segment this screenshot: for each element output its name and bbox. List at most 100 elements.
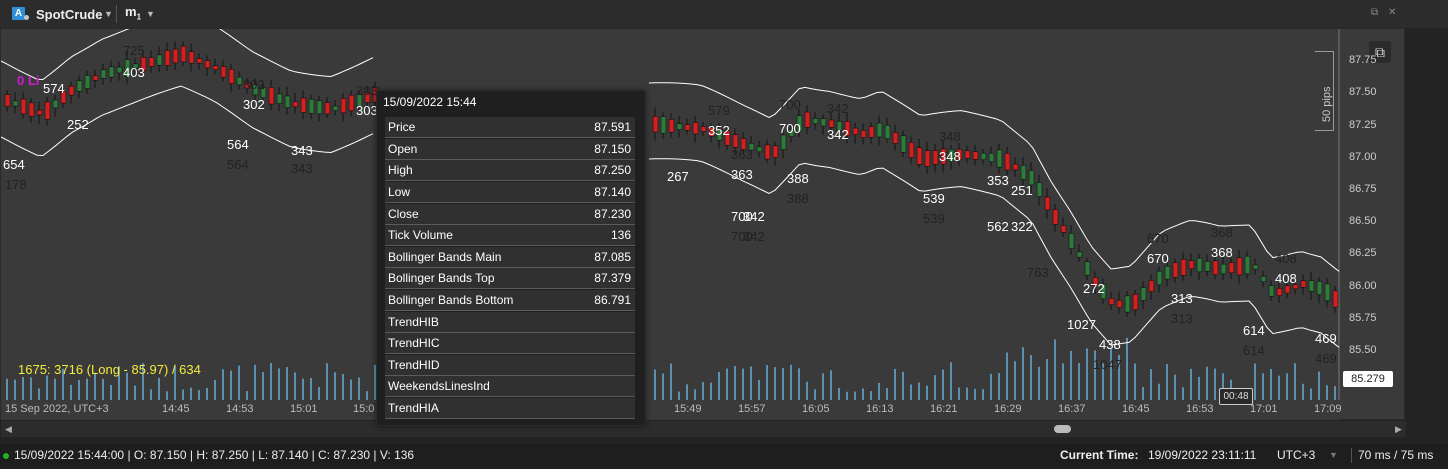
chart-area[interactable]: 725 403 574 252 654 178 302 302 564 564 343 343 303 3… <box>0 28 1406 437</box>
candle-body <box>276 93 283 104</box>
candle-body <box>108 66 115 78</box>
ohlc-readout: 15/09/2022 15:44:00 | O: 87.150 | H: 87.… <box>14 448 415 462</box>
tooltip-row: TrendHIA <box>385 398 635 419</box>
volume-label: 343 <box>291 143 313 158</box>
pips-label: 50 pips <box>1321 86 1333 122</box>
candle-body <box>340 98 347 114</box>
candle-body <box>1028 170 1035 186</box>
candle-body <box>228 68 235 84</box>
scroll-thumb[interactable] <box>1054 425 1071 433</box>
candle-body <box>996 149 1003 168</box>
candle-body <box>268 87 275 105</box>
tooltip-row-value: 87.230 <box>594 207 631 221</box>
tooltip-row-label: Close <box>388 207 419 221</box>
volume-label: 251 <box>1011 183 1033 198</box>
candle-body <box>172 48 179 64</box>
candle-body <box>1196 257 1203 273</box>
volume-label: 539 <box>923 191 945 206</box>
candle-body <box>820 118 827 127</box>
volume-label: 725 <box>123 43 145 58</box>
tooltip-row: Bollinger Bands Top 87.379 <box>385 268 635 289</box>
volume-label: 368 <box>1211 225 1233 240</box>
candle-body <box>756 146 763 153</box>
detach-icon[interactable]: ⧉ <box>1371 7 1379 18</box>
volume-label: 562 <box>987 219 1009 234</box>
horizontal-scrollbar[interactable]: ◀ ▶ <box>1 421 1406 437</box>
candle-body <box>236 76 243 86</box>
tooltip-row-label: TrendHID <box>388 358 440 372</box>
time-axis-label: 17:09 <box>1314 403 1342 415</box>
time-axis-label: 16:13 <box>866 403 894 415</box>
tooltip-row: TrendHIB <box>385 312 635 333</box>
candle-body <box>28 102 35 117</box>
price-axis-label: 87.00 <box>1349 151 1377 163</box>
bollinger-bands <box>1 29 1340 348</box>
volume-label: 342 <box>827 127 849 142</box>
candle-body <box>220 66 227 78</box>
tooltip-title: 15/09/2022 15:44 <box>383 95 477 109</box>
scroll-left-icon[interactable]: ◀ <box>5 424 12 434</box>
volume-label: 438 <box>1099 337 1121 352</box>
volume-label: 564 <box>227 157 249 172</box>
tooltip-row: Open 87.150 <box>385 139 635 160</box>
volume-label: 348 <box>939 129 961 144</box>
tooltip-row-label: Price <box>388 120 416 134</box>
volume-label: 700 <box>731 229 753 244</box>
volume-label: 368 <box>1211 245 1233 260</box>
candle-body <box>348 94 355 112</box>
candle-body <box>1228 262 1235 274</box>
volume-label: 763 <box>1027 265 1049 280</box>
timezone-dropdown-icon[interactable]: ▼ <box>1329 450 1338 460</box>
volume-label: 700 <box>731 209 753 224</box>
account-badge[interactable]: A <box>12 7 25 20</box>
symbol-selector[interactable]: SpotCrude <box>36 7 103 22</box>
candle-body <box>1268 285 1275 297</box>
close-icon[interactable]: ✕ <box>1388 7 1397 18</box>
tooltip-row: High 87.250 <box>385 160 635 181</box>
volume-label: 348 <box>939 149 961 164</box>
candle-body <box>692 122 699 135</box>
symbol-dropdown-icon[interactable]: ▼ <box>104 9 113 19</box>
candle-body <box>1012 163 1019 171</box>
candle-body <box>140 56 147 72</box>
current-price-tag: 85.279 <box>1343 371 1393 387</box>
volume-label: 614 <box>1243 343 1265 358</box>
candle-body <box>1244 255 1251 275</box>
tooltip-row: Tick Volume 136 <box>385 225 635 246</box>
volume-label: 272 <box>1083 281 1105 296</box>
candle-body <box>4 94 11 107</box>
candle-body <box>292 101 299 108</box>
candle-body <box>1124 295 1131 313</box>
volume-label: 343 <box>291 161 313 176</box>
tooltip-row-label: Low <box>388 185 411 199</box>
current-time-label: Current Time: <box>1060 448 1139 462</box>
candle-body <box>724 130 731 146</box>
popout-icon[interactable]: ⧉ <box>1369 41 1391 63</box>
candle-body <box>660 116 667 134</box>
cursor-time-label: 00:48 <box>1219 388 1253 405</box>
candle-body <box>1052 209 1059 225</box>
candle-body <box>300 97 307 113</box>
candle-body <box>1036 182 1043 197</box>
volume-label: 564 <box>227 137 249 152</box>
volume-label: 363 <box>731 167 753 182</box>
timeframe-label: m <box>125 4 137 19</box>
candle-body <box>836 120 843 132</box>
chart-canvas[interactable]: 725 403 574 252 654 178 302 302 564 564 343 343 303 3… <box>1 29 1406 421</box>
volume-label: 342 <box>743 229 765 244</box>
tooltip-row-value: 87.591 <box>594 120 631 134</box>
candle-body <box>900 135 907 153</box>
candle-body <box>932 150 939 165</box>
time-axis-label: 16:21 <box>930 403 958 415</box>
timeframe-dropdown-icon[interactable]: ▼ <box>146 9 155 19</box>
candle-body <box>764 144 771 160</box>
volume-label: 579 <box>708 103 730 118</box>
tooltip-row-label: TrendHIC <box>388 336 440 350</box>
timezone-selector[interactable]: UTC+3 <box>1277 448 1316 462</box>
timeframe-selector[interactable]: m1 <box>125 4 141 22</box>
candle-body <box>92 75 99 81</box>
tooltip-row-label: Tick Volume <box>388 228 453 242</box>
candle-body <box>684 124 691 131</box>
candle-body <box>796 115 803 133</box>
scroll-right-icon[interactable]: ▶ <box>1395 424 1402 434</box>
